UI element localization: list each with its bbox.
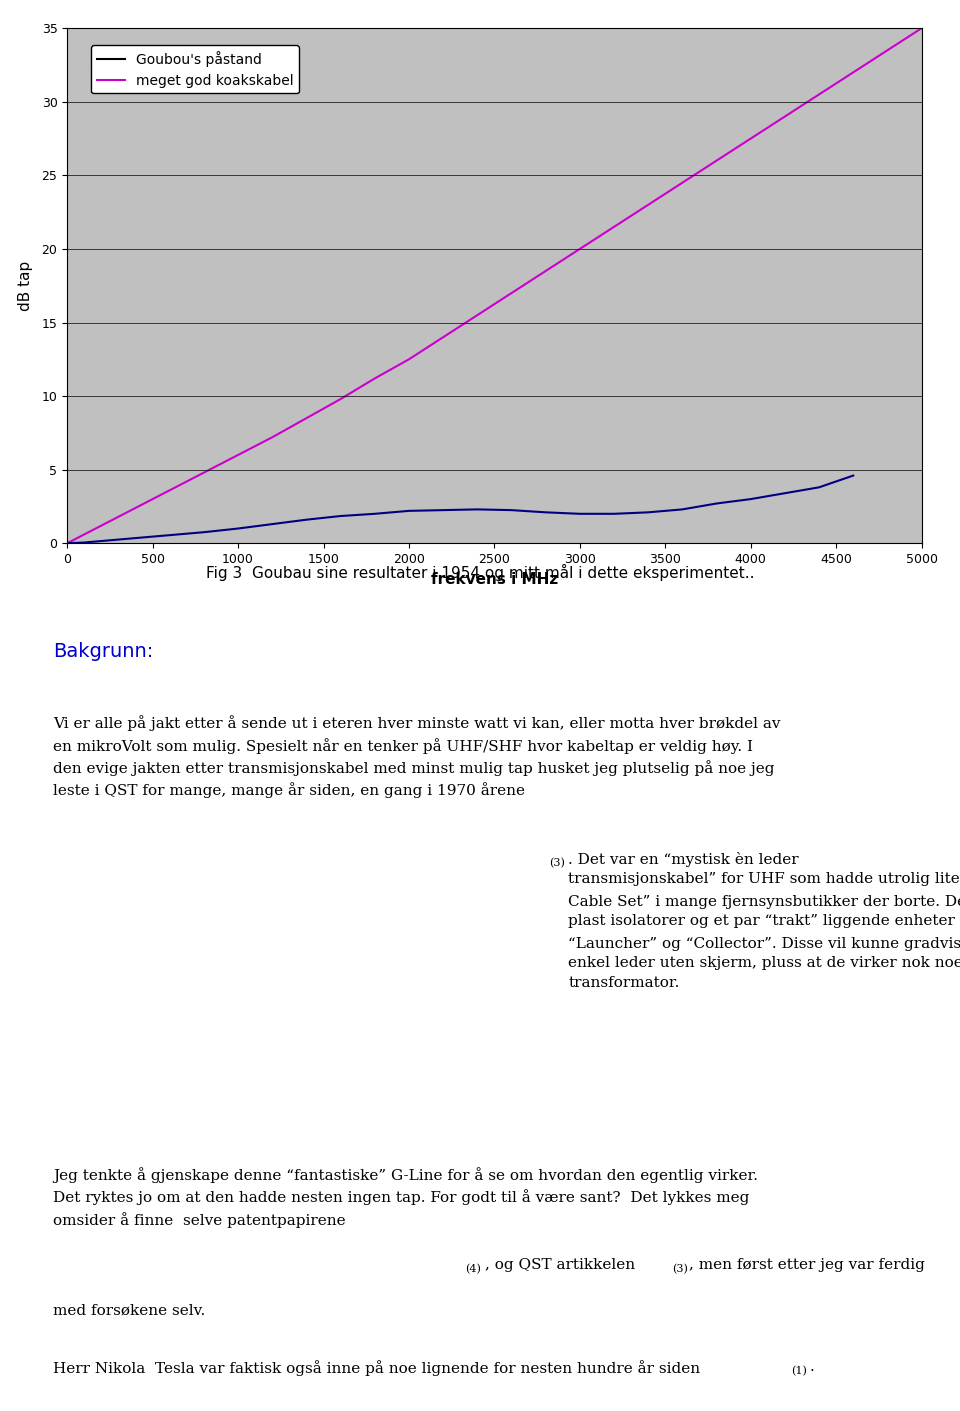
Text: med forsøkene selv.: med forsøkene selv. [53, 1304, 205, 1318]
Text: . Det var en “mystisk èn leder
transmisjonskabel” for UHF som hadde utrolig lite: . Det var en “mystisk èn leder transmisj… [568, 852, 960, 989]
Text: (3): (3) [672, 1264, 688, 1274]
Text: .: . [809, 1360, 814, 1374]
Text: , og QST artikkelen: , og QST artikkelen [485, 1259, 635, 1273]
Text: (4): (4) [466, 1264, 482, 1274]
Text: Jeg tenkte å gjenskape denne “fantastiske” G-Line for å se om hvordan den egentl: Jeg tenkte å gjenskape denne “fantastisk… [53, 1167, 757, 1228]
Text: Vi er alle på jakt etter å sende ut i eteren hver minste watt vi kan, eller mott: Vi er alle på jakt etter å sende ut i et… [53, 715, 780, 799]
Y-axis label: dB tap: dB tap [18, 261, 34, 310]
Text: , men først etter jeg var ferdig: , men først etter jeg var ferdig [689, 1259, 925, 1273]
Text: Bakgrunn:: Bakgrunn: [53, 642, 153, 660]
Text: (3): (3) [549, 858, 565, 868]
X-axis label: frekvens i MHz: frekvens i MHz [431, 571, 558, 587]
Legend: Goubou's påstand, meget god koakskabel: Goubou's påstand, meget god koakskabel [91, 45, 299, 93]
Text: Herr Nikola  Tesla var faktisk også inne på noe lignende for nesten hundre år si: Herr Nikola Tesla var faktisk også inne … [53, 1360, 700, 1376]
Text: (1): (1) [791, 1366, 807, 1376]
Text: Fig 3  Goubau sine resultater i 1954 og mitt mål i dette eksperimentet..: Fig 3 Goubau sine resultater i 1954 og m… [205, 564, 755, 581]
